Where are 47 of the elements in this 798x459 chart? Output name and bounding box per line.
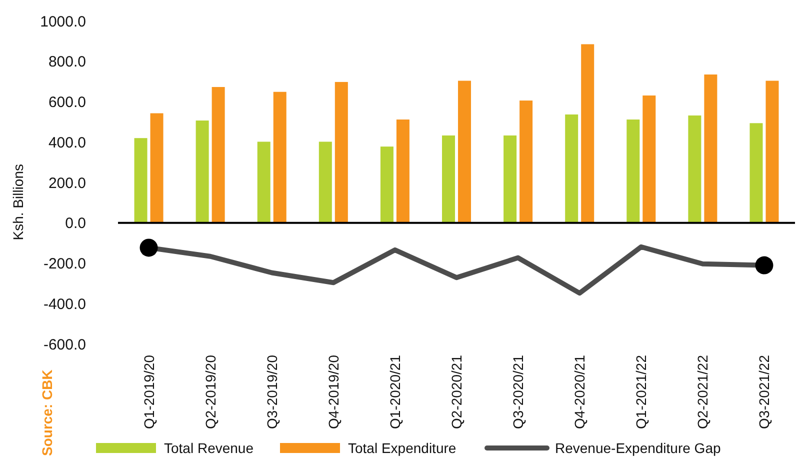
y-tick-label: 800.0	[48, 54, 86, 71]
x-tick-label: Q3-2021/22	[756, 354, 772, 429]
x-tick-label: Q1-2021/22	[633, 354, 650, 429]
bar	[442, 135, 455, 223]
y-axis-title: Ksh. Billions	[10, 164, 26, 240]
x-tick-label: Q2-2019/20	[202, 354, 218, 429]
y-tick-label: 1000.0	[40, 13, 86, 30]
source-note: Source: CBK	[39, 370, 55, 456]
y-tick-label: -600.0	[43, 336, 86, 354]
y-tick-label: 200.0	[48, 174, 86, 192]
x-tick-label: Q1-2019/20	[140, 354, 157, 429]
x-tick-label: Q2-2021/22	[694, 354, 711, 429]
bar	[396, 120, 410, 223]
bar	[766, 80, 779, 223]
bar	[565, 114, 578, 223]
y-tick-label: 400.0	[48, 134, 86, 152]
y-tick-label: 0.0	[65, 215, 86, 232]
bar	[520, 100, 533, 223]
x-tick-label: Q4-2020/21	[572, 354, 588, 429]
bar	[134, 138, 148, 223]
bar	[150, 113, 164, 223]
bar	[581, 44, 594, 223]
x-tick-label: Q3-2020/21	[510, 354, 526, 429]
bar	[196, 120, 209, 223]
bar	[626, 120, 640, 223]
bar	[504, 135, 517, 223]
x-tick-label: Q2-2020/21	[448, 354, 464, 429]
y-tick-label: 600.0	[48, 94, 86, 111]
y-tick-label: -200.0	[43, 256, 86, 272]
x-tick-label: Q4-2019/20	[325, 354, 342, 429]
legend-label: Total Revenue	[164, 440, 254, 456]
bar	[257, 142, 270, 223]
bar	[334, 82, 348, 223]
legend-label: Total Expenditure	[348, 440, 456, 456]
bar	[688, 115, 702, 223]
bar	[704, 74, 718, 223]
bar	[750, 123, 763, 223]
bar	[380, 146, 394, 223]
y-tick-label: -400.0	[43, 296, 86, 313]
x-tick-label: Q1-2020/21	[386, 354, 403, 429]
bar	[212, 87, 225, 223]
bar	[273, 92, 286, 223]
bar	[642, 95, 656, 223]
bar	[458, 80, 471, 223]
x-tick-label: Q3-2019/20	[264, 354, 280, 429]
bar	[318, 142, 332, 223]
legend-label: Revenue-Expenditure Gap	[555, 440, 721, 456]
